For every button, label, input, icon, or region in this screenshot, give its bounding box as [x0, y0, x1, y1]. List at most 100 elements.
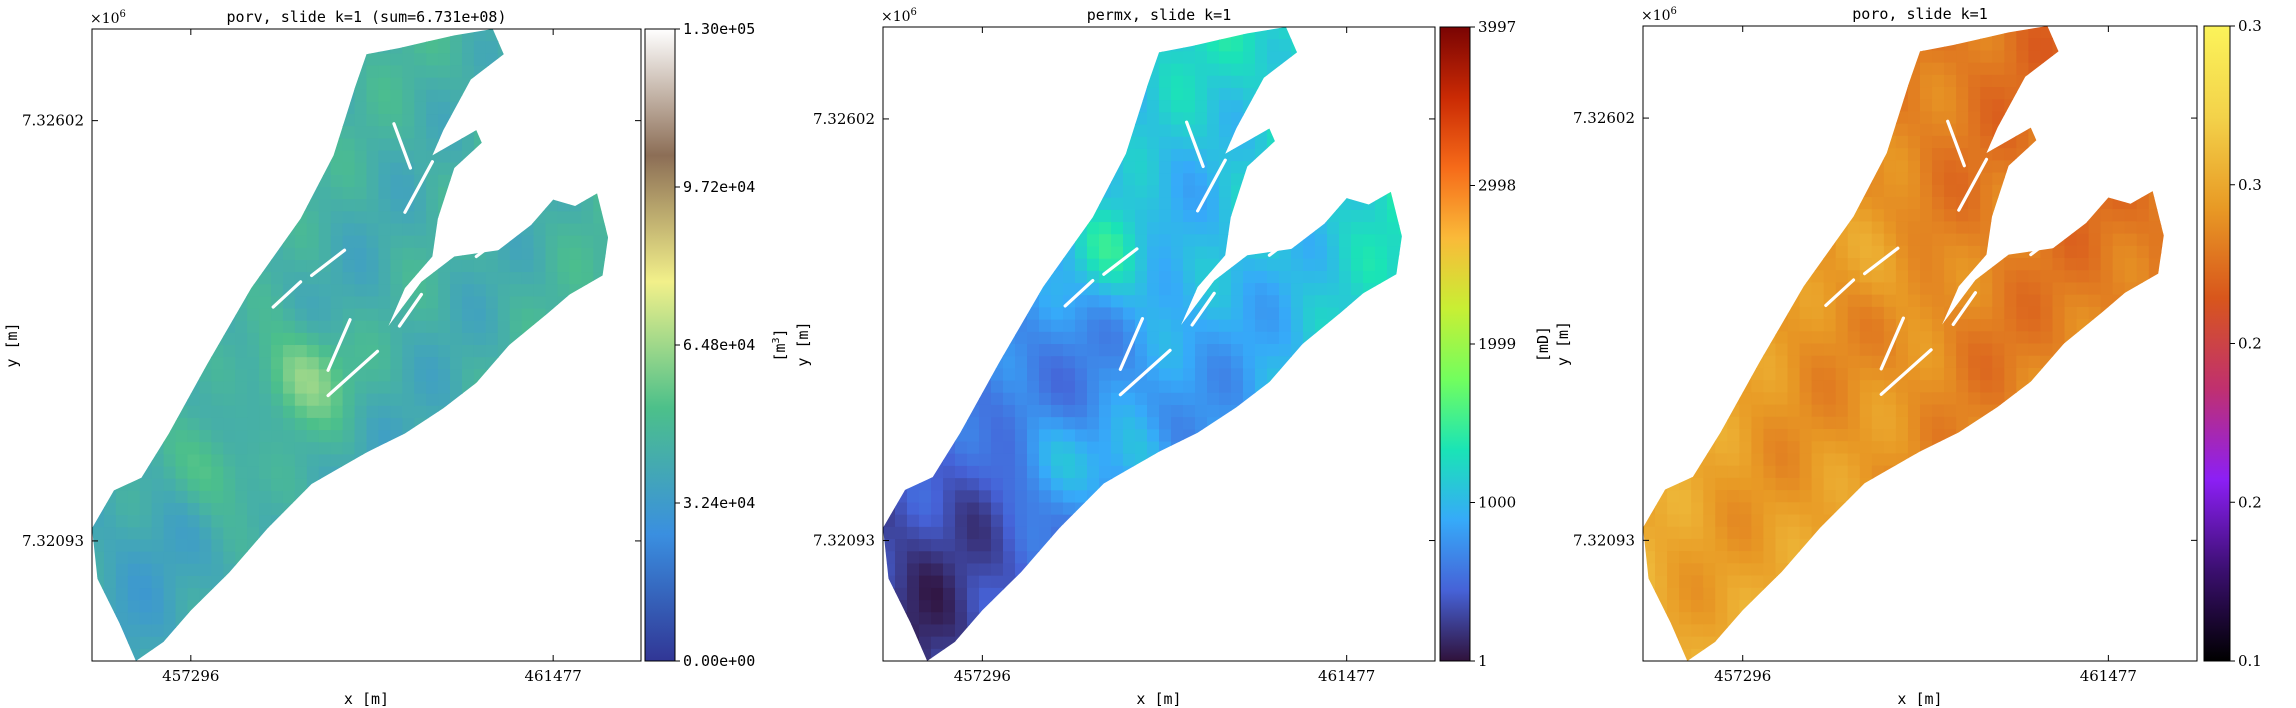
- heatmap-cell: [378, 296, 391, 310]
- heatmap-cell: [1183, 246, 1196, 260]
- heatmap-cell: [366, 308, 380, 322]
- heatmap-cell: [211, 527, 224, 541]
- heatmap-cell: [235, 430, 248, 443]
- heatmap-cell: [1015, 380, 1028, 394]
- heatmap-cell: [235, 332, 248, 346]
- heatmap-cell: [1003, 539, 1016, 552]
- heatmap-cell: [1255, 319, 1268, 333]
- heatmap-cell: [294, 345, 308, 358]
- heatmap-cell: [187, 442, 201, 455]
- heatmap-cell: [259, 454, 272, 468]
- heatmap-cell: [271, 478, 284, 492]
- heatmap-cell: [545, 284, 559, 297]
- heatmap-cell: [1183, 173, 1196, 187]
- heatmap-cell: [1111, 234, 1124, 248]
- heatmap-cell: [199, 539, 212, 553]
- heatmap-cell: [115, 588, 129, 601]
- heatmap-cell: [1387, 222, 1400, 235]
- heatmap-cell: [1159, 258, 1172, 272]
- heatmap-cell: [414, 357, 427, 370]
- heatmap-cell: [919, 514, 932, 528]
- heatmap-cell: [390, 405, 403, 419]
- heatmap-cell: [521, 296, 535, 310]
- heatmap-cell: [1231, 319, 1244, 333]
- heatmap-cell: [1183, 344, 1196, 357]
- heatmap-cell: [1219, 51, 1232, 65]
- heatmap-cell: [318, 199, 332, 212]
- heatmap-cell: [1135, 429, 1148, 443]
- heatmap-cell: [1099, 246, 1112, 260]
- heatmap-cell: [1063, 453, 1076, 467]
- heatmap-cell: [1171, 185, 1184, 199]
- heatmap-cell: [1087, 356, 1100, 369]
- heatmap-cell: [1183, 331, 1196, 345]
- heatmap-cell: [1063, 392, 1076, 406]
- heatmap-cell: [979, 453, 992, 467]
- heatmap-cell: [1027, 404, 1040, 418]
- heatmap-cell: [1387, 234, 1400, 248]
- heatmap-cell: [1051, 465, 1064, 479]
- heatmap-cell: [557, 223, 570, 237]
- heatmap-cell: [115, 551, 129, 565]
- heatmap-cell: [1027, 539, 1040, 552]
- heatmap-cell: [378, 308, 391, 322]
- heatmap-cell: [1207, 148, 1220, 162]
- heatmap-cell: [1075, 331, 1088, 345]
- heatmap-cell: [1123, 404, 1136, 418]
- heatmap-cell: [223, 478, 236, 492]
- heatmap-cell: [223, 417, 236, 431]
- heatmap-cell: [247, 454, 260, 468]
- heatmap-cell: [163, 563, 177, 577]
- heatmap-cell: [461, 296, 475, 310]
- heatmap-cell: [187, 393, 201, 407]
- heatmap-cell: [1171, 136, 1184, 150]
- heatmap-cell: [979, 465, 992, 479]
- colorbar-tick-label: 3997: [1478, 18, 1516, 36]
- heatmap-cell: [1135, 380, 1148, 394]
- heatmap-cell: [919, 502, 932, 516]
- heatmap-cell: [163, 539, 177, 553]
- heatmap-cell: [1171, 258, 1184, 272]
- heatmap-cell: [103, 515, 117, 528]
- heatmap-cell: [199, 454, 212, 468]
- heatmap-cell: [1051, 429, 1064, 443]
- heatmap-cell: [1171, 222, 1184, 235]
- heatmap-cell: [1207, 75, 1220, 89]
- heatmap-cell: [235, 405, 248, 419]
- heatmap-cell: [1255, 136, 1268, 150]
- axes-frame: [882, 26, 1436, 662]
- heatmap-cell: [1027, 514, 1040, 528]
- heatmap-cell: [211, 466, 224, 480]
- heatmap-cell: [426, 211, 439, 225]
- heatmap-cell: [1231, 161, 1244, 174]
- heatmap-cell: [1159, 404, 1172, 418]
- heatmap-cell: [1147, 161, 1160, 174]
- heatmap-cell: [1279, 331, 1292, 345]
- heatmap-cell: [139, 600, 153, 613]
- heatmap-cell: [438, 150, 451, 164]
- heatmap-cell: [1195, 100, 1208, 113]
- heatmap-cell: [1027, 441, 1040, 455]
- heatmap-cell: [1159, 295, 1172, 309]
- heatmap-cell: [1015, 404, 1028, 418]
- heatmap-cell: [1039, 392, 1052, 406]
- heatmap-cell: [1195, 331, 1208, 345]
- heatmap-cell: [1147, 307, 1160, 321]
- heatmap-cell: [414, 381, 427, 395]
- heatmap-cell: [1183, 283, 1196, 296]
- heatmap-cell: [461, 308, 475, 322]
- heatmap-cell: [931, 636, 944, 650]
- heatmap-cell: [139, 636, 153, 650]
- heatmap-cell: [450, 89, 463, 103]
- heatmap-cell: [306, 247, 320, 261]
- heatmap-cell: [223, 551, 236, 565]
- heatmap-cell: [366, 101, 380, 115]
- heatmap-cell: [163, 466, 177, 480]
- heatmap-cell: [247, 466, 260, 480]
- heatmap-cell: [366, 53, 380, 67]
- heatmap-cell: [991, 429, 1004, 443]
- heatmap-cell: [1339, 258, 1352, 272]
- heatmap-cell: [1327, 283, 1340, 296]
- heatmap-cell: [235, 369, 248, 383]
- heatmap-cell: [294, 454, 308, 468]
